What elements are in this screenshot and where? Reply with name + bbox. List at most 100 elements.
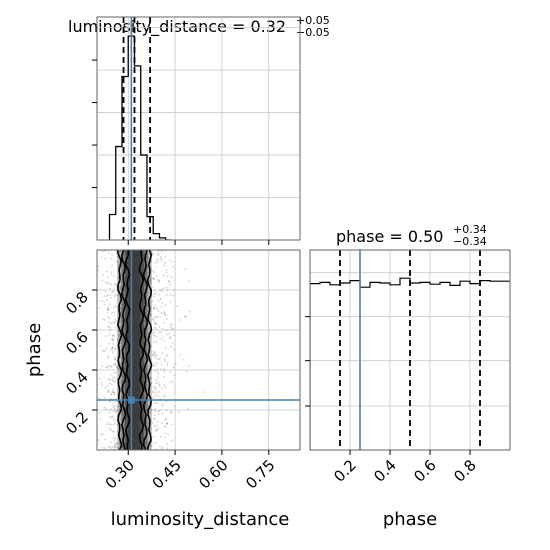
- scatter-point: [164, 261, 166, 264]
- scatter-point: [106, 311, 109, 314]
- scatter-point: [120, 285, 122, 288]
- scatter-point: [116, 339, 118, 342]
- scatter-point: [164, 436, 167, 439]
- scatter-point: [89, 268, 91, 270]
- scatter-point: [105, 299, 108, 301]
- scatter-point: [157, 358, 160, 361]
- scatter-point: [147, 310, 149, 312]
- scatter-point: [113, 439, 116, 441]
- scatter-point: [153, 353, 155, 356]
- scatter-point: [123, 259, 126, 262]
- scatter-point: [149, 278, 152, 281]
- scatter-point: [117, 339, 119, 342]
- scatter-point: [157, 410, 159, 413]
- scatter-point: [163, 311, 166, 314]
- scatter-point: [119, 250, 121, 253]
- scatter-point: [184, 268, 187, 271]
- scatter-point: [110, 423, 112, 426]
- scatter-point: [154, 322, 157, 325]
- scatter-point: [163, 425, 166, 428]
- scatter-point: [115, 377, 118, 380]
- scatter-point: [105, 347, 108, 349]
- scatter-point: [117, 405, 119, 408]
- scatter-point: [152, 396, 155, 399]
- scatter-point: [164, 347, 167, 350]
- scatter-point: [118, 442, 121, 445]
- scatter-point: [115, 256, 118, 259]
- scatter-point: [167, 281, 170, 283]
- scatter-point: [146, 269, 148, 272]
- scatter-point: [107, 391, 110, 393]
- scatter-point: [117, 266, 119, 269]
- scatter-point: [111, 347, 114, 350]
- scatter-point: [111, 334, 114, 337]
- scatter-point: [114, 419, 117, 422]
- x-axis-label-distance: luminosity_distance: [111, 509, 290, 530]
- scatter-point: [117, 330, 120, 333]
- scatter-point: [102, 318, 105, 321]
- scatter-point: [153, 320, 155, 322]
- scatter-point: [106, 294, 109, 296]
- scatter-point: [114, 326, 117, 329]
- scatter-point: [150, 377, 153, 379]
- scatter-point: [178, 410, 180, 413]
- scatter-point: [106, 270, 108, 273]
- scatter-point: [161, 422, 164, 425]
- scatter-point: [97, 397, 100, 399]
- scatter-point: [156, 362, 158, 365]
- scatter-point: [110, 283, 113, 286]
- scatter-point: [112, 380, 114, 382]
- scatter-point: [150, 283, 152, 285]
- scatter-point: [157, 376, 160, 379]
- scatter-point: [116, 447, 119, 450]
- scatter-point: [116, 430, 119, 433]
- scatter-point: [151, 391, 154, 393]
- scatter-point: [145, 438, 148, 441]
- scatter-point: [108, 321, 110, 324]
- scatter-point: [152, 331, 155, 334]
- scatter-point: [123, 427, 126, 430]
- scatter-point: [112, 430, 115, 433]
- scatter-point: [103, 447, 106, 449]
- scatter-point: [153, 386, 156, 388]
- scatter-point: [157, 395, 160, 397]
- scatter-point: [150, 345, 152, 348]
- scatter-point: [112, 337, 115, 340]
- scatter-point: [152, 270, 155, 272]
- scatter-point: [187, 408, 189, 410]
- scatter-point: [115, 293, 118, 296]
- phase-ytick-label: 0.6: [62, 328, 92, 358]
- scatter-point: [108, 282, 111, 285]
- scatter-point: [107, 342, 110, 345]
- x-axis-label-phase: phase: [383, 509, 437, 530]
- scatter-point: [114, 437, 117, 440]
- scatter-point: [152, 353, 154, 356]
- scatter-point: [157, 254, 160, 256]
- scatter-point: [149, 281, 151, 284]
- scatter-point: [166, 443, 168, 445]
- scatter-point: [99, 418, 102, 421]
- scatter-point: [154, 388, 157, 391]
- scatter-point: [114, 358, 116, 361]
- scatter-point: [103, 406, 106, 409]
- scatter-point: [145, 271, 148, 274]
- scatter-point: [171, 327, 174, 330]
- scatter-point: [172, 294, 175, 297]
- scatter-point: [156, 308, 159, 311]
- scatter-point: [149, 408, 152, 411]
- scatter-point: [103, 349, 106, 352]
- scatter-point: [150, 382, 153, 385]
- scatter-point: [118, 334, 120, 336]
- scatter-point: [160, 312, 163, 314]
- scatter-point: [152, 435, 155, 438]
- scatter-point: [163, 433, 166, 435]
- scatter-point: [166, 289, 169, 291]
- scatter-point: [166, 353, 169, 356]
- scatter-point: [106, 366, 108, 369]
- scatter-point: [119, 323, 122, 326]
- scatter-point: [169, 381, 172, 384]
- scatter-point: [110, 392, 113, 395]
- scatter-point: [157, 300, 160, 302]
- scatter-point: [153, 293, 156, 295]
- scatter-point: [146, 304, 149, 307]
